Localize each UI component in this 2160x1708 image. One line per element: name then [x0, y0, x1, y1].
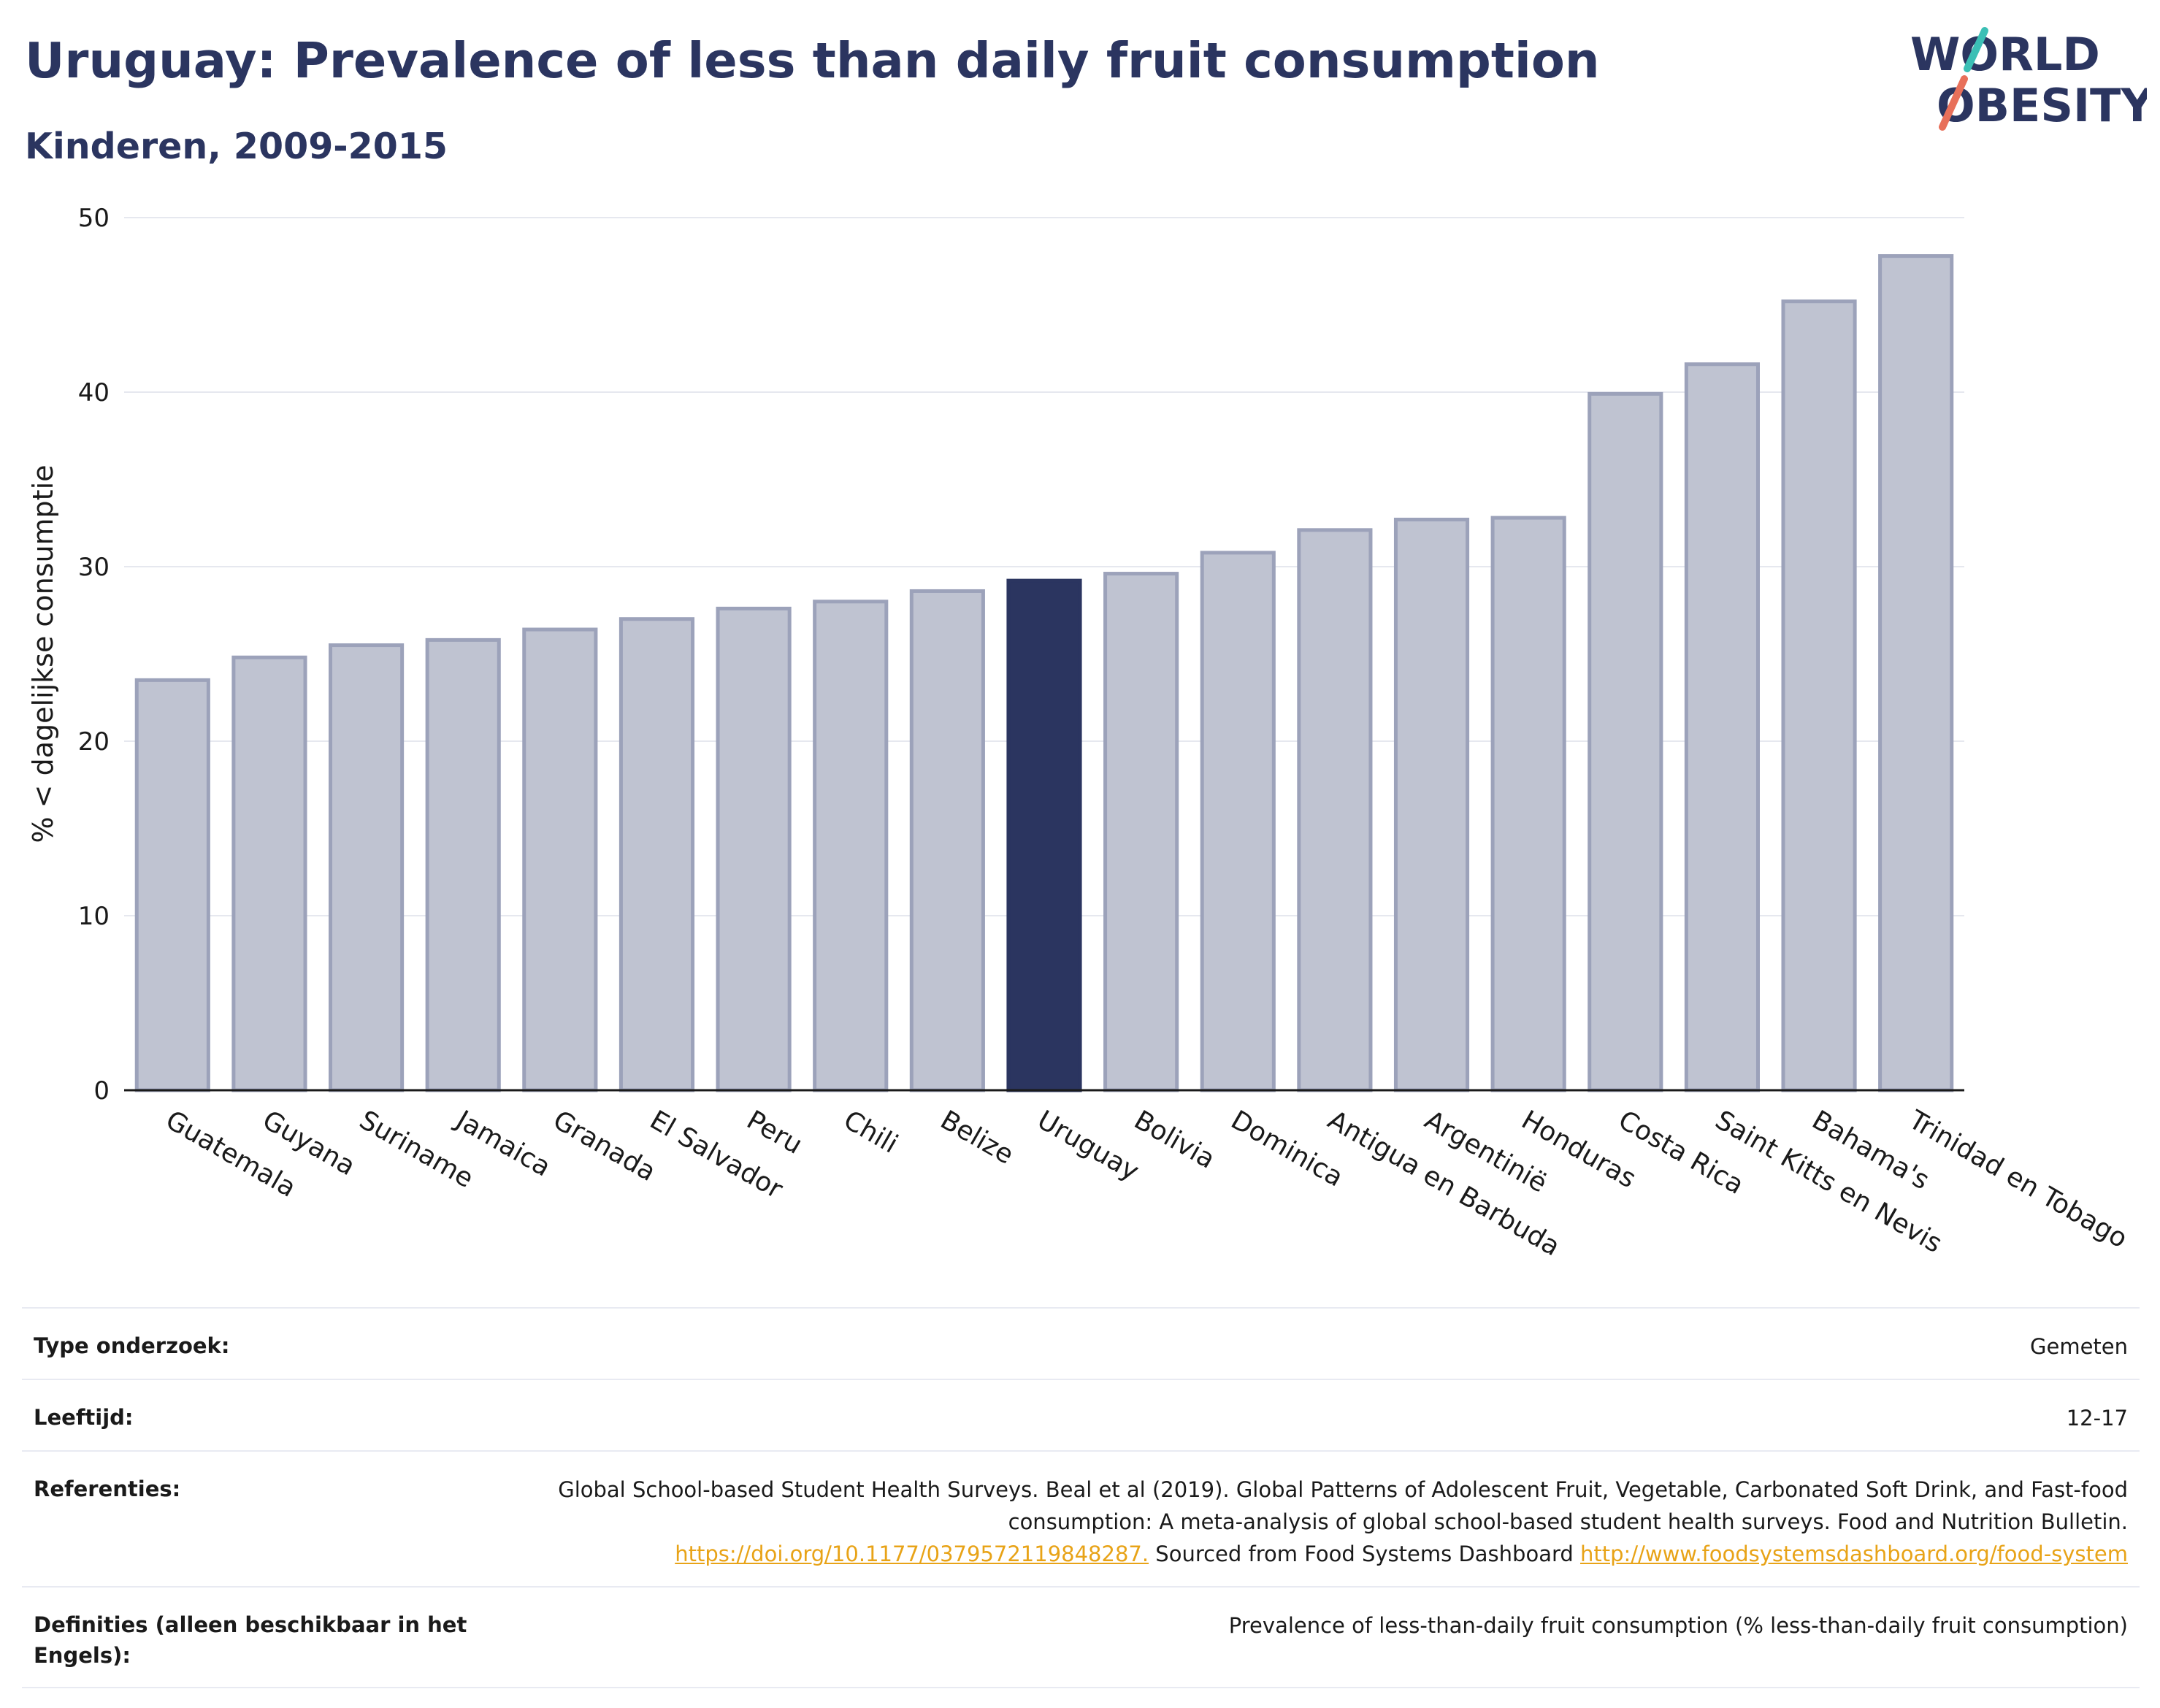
logo-slash-coral: [1939, 75, 1968, 131]
bar-saint-kitts-en-nevis: [1684, 362, 1760, 1092]
reference-source-text: Sourced from Food Systems Dashboard: [1155, 1542, 1574, 1566]
reference-text: Global School-based Student Health Surve…: [558, 1477, 2128, 1534]
meta-row-definitions: Definities (alleen beschikbaar in het En…: [22, 1586, 2140, 1688]
y-tick-label: 20: [78, 727, 110, 757]
bar-antigua-en-barbuda: [1297, 528, 1373, 1092]
x-tick-label: Chili: [838, 1105, 903, 1159]
logo-line2: OBESITY: [1937, 79, 2147, 132]
bar-peru: [716, 606, 792, 1092]
page-title: Uruguay: Prevalence of less than daily f…: [25, 32, 1600, 89]
x-tick-label: Peru: [742, 1105, 808, 1160]
meta-label-type: Type onderzoek:: [34, 1333, 230, 1358]
bar-costa-rica: [1588, 391, 1663, 1092]
bar-belize: [909, 589, 985, 1092]
bar-suriname: [329, 643, 405, 1092]
meta-label-definitions: Definities (alleen beschikbaar in het En…: [34, 1612, 467, 1668]
bar-guatemala: [134, 678, 210, 1092]
bar-chart: 01020304050GuatemalaGuyanaSurinameJamaic…: [27, 204, 2132, 1262]
meta-label-references: Referenties:: [34, 1477, 181, 1501]
bar-bolivia: [1103, 572, 1179, 1092]
y-tick-label: 0: [93, 1076, 110, 1106]
bar-el-salvador: [618, 617, 695, 1092]
logo-line1: WORLD: [1910, 28, 2100, 81]
food-systems-dashboard-link[interactable]: http://www.foodsystemsdashboard.org/food…: [1580, 1542, 2128, 1566]
bar-uruguay: [1006, 578, 1082, 1092]
bar-bahama-s: [1781, 299, 1857, 1092]
y-tick-label: 40: [78, 378, 110, 407]
bar-dominica: [1200, 551, 1276, 1092]
y-tick-label: 30: [78, 553, 110, 582]
x-tick-label: Uruguay: [1033, 1105, 1144, 1187]
meta-row-type: Type onderzoek: Gemeten: [22, 1307, 2140, 1379]
metadata-table: Type onderzoek: Gemeten Leeftijd: 12-17 …: [22, 1307, 2140, 1688]
x-tick-label: Belize: [935, 1105, 1019, 1170]
meta-value-definitions: Prevalence of less-than-daily fruit cons…: [1228, 1613, 2128, 1638]
y-tick-label: 50: [78, 204, 110, 233]
world-obesity-logo: WORLD OBESITY: [1910, 27, 2147, 132]
meta-label-age: Leeftijd:: [34, 1405, 134, 1430]
meta-row-references: Referenties: Global School-based Student…: [22, 1450, 2140, 1586]
bar-chili: [813, 600, 889, 1092]
meta-value-age: 12-17: [2066, 1406, 2128, 1431]
x-tick-label: Granada: [548, 1105, 660, 1187]
y-tick-label: 10: [78, 902, 110, 931]
bar-guyana: [231, 655, 307, 1092]
bar-honduras: [1490, 516, 1566, 1092]
bar-trinidad-en-tobago: [1878, 254, 1954, 1092]
y-axis-title: % < dagelijkse consumptie: [27, 464, 59, 843]
bar-argentini-: [1393, 517, 1470, 1092]
x-tick-label: Bolivia: [1129, 1105, 1220, 1175]
bar-jamaica: [425, 637, 501, 1092]
bar-granada: [522, 627, 598, 1092]
meta-value-type: Gemeten: [2030, 1334, 2128, 1359]
page-subtitle: Kinderen, 2009-2015: [25, 126, 448, 167]
meta-value-references: Global School-based Student Health Surve…: [530, 1474, 2128, 1570]
meta-row-age: Leeftijd: 12-17: [22, 1379, 2140, 1450]
doi-link[interactable]: https://doi.org/10.1177/0379572119848287…: [675, 1542, 1149, 1566]
logo-slash-teal: [1964, 27, 1988, 72]
